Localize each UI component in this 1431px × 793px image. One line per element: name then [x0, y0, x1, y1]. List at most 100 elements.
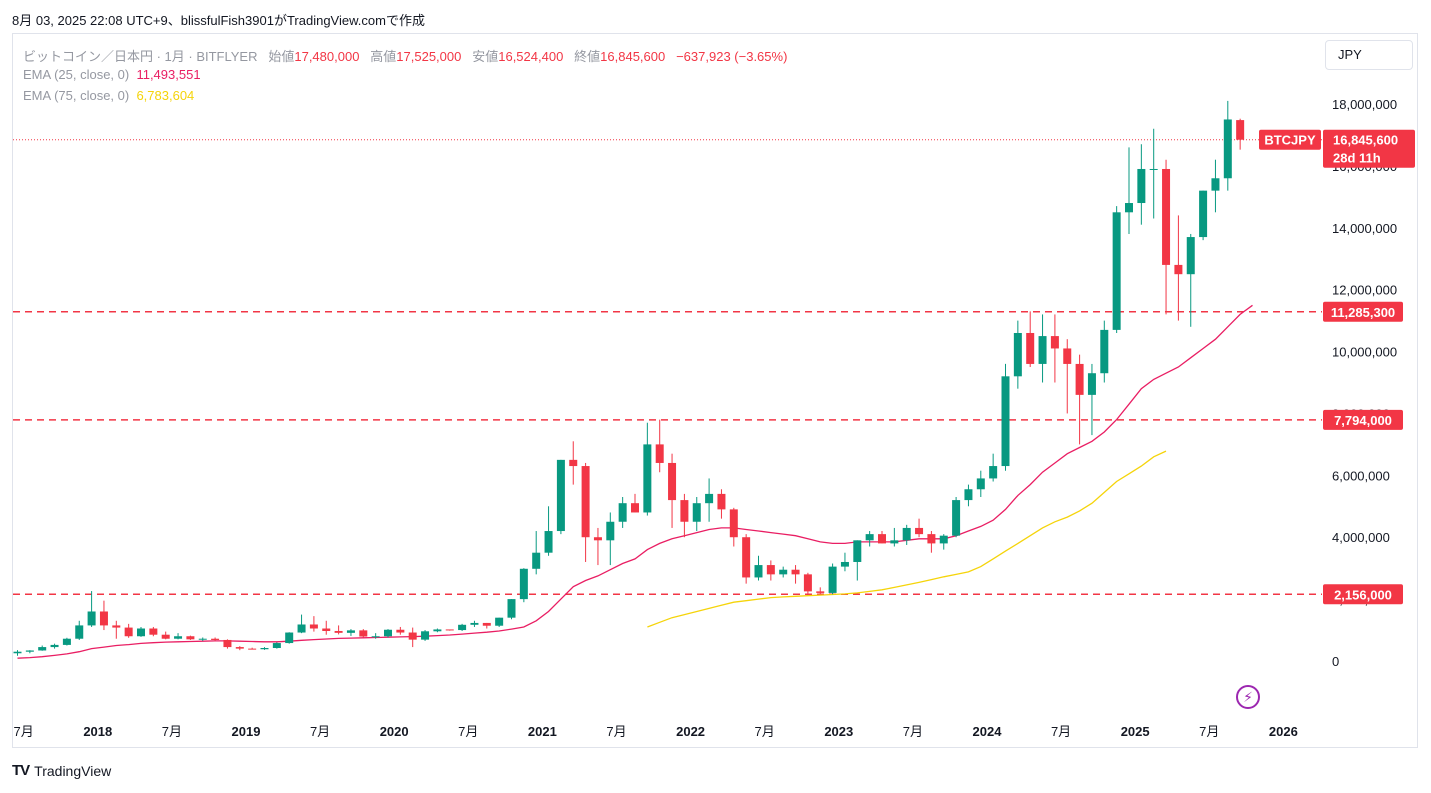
candle-body: [1001, 376, 1010, 467]
price-tag: [1323, 129, 1415, 168]
candle-body: [13, 651, 22, 654]
candle: [742, 534, 751, 584]
candle-body: [606, 521, 615, 541]
candle-body: [840, 561, 849, 567]
candle: [1137, 144, 1146, 225]
candle-body: [668, 462, 677, 501]
currency-button[interactable]: JPY: [1325, 40, 1413, 70]
candle: [309, 616, 318, 632]
legend-ema25-row[interactable]: EMA (25, close, 0) 11,493,551: [23, 67, 201, 82]
candle-body: [235, 647, 244, 649]
chart-frame[interactable]: [12, 33, 1418, 748]
candle-body: [976, 478, 985, 490]
candle: [1075, 354, 1084, 445]
candle-body: [729, 509, 738, 538]
candle: [211, 637, 220, 641]
candle: [816, 587, 825, 595]
candle: [939, 534, 948, 550]
candle-body: [408, 632, 417, 640]
candle-body: [124, 627, 133, 637]
legend-symbol[interactable]: ビットコイン／日本円 · 1月 · BITFLYER: [23, 49, 258, 64]
candle-body: [1087, 373, 1096, 395]
candle: [556, 459, 565, 535]
candle: [593, 527, 602, 566]
candle: [569, 441, 578, 485]
candle: [99, 600, 108, 631]
candle-body: [1063, 348, 1072, 364]
candle: [235, 646, 244, 651]
candle: [223, 639, 232, 649]
candle: [1199, 190, 1208, 241]
candle: [853, 540, 862, 581]
candle-body: [211, 638, 220, 640]
y-tick-label: 18,000,000: [1332, 97, 1397, 112]
candle: [346, 629, 355, 636]
legend-close-label: 終値: [574, 49, 601, 64]
candle: [1013, 320, 1022, 389]
candle-body: [1075, 363, 1084, 395]
candle-body: [433, 629, 442, 632]
candle: [495, 617, 504, 627]
level-tag: [1323, 301, 1403, 322]
candle-body: [482, 622, 491, 626]
candle: [1125, 147, 1133, 234]
candle: [1100, 320, 1109, 383]
candle: [137, 626, 145, 637]
y-tick-label: 4,000,000: [1332, 530, 1390, 545]
candle-body: [174, 636, 183, 639]
candle-body: [470, 622, 479, 625]
candle: [445, 629, 454, 631]
candle-body: [346, 630, 355, 633]
candle: [334, 625, 343, 635]
candle: [791, 565, 800, 584]
legend-ema75-value: 6,783,604: [136, 88, 195, 103]
candle-body: [198, 638, 207, 640]
candle-body: [458, 624, 467, 631]
candle-body: [1100, 329, 1109, 374]
candle-body: [99, 611, 108, 626]
candle-body: [902, 527, 911, 541]
level-tag-label: 7,794,000: [1334, 413, 1392, 428]
candle-body: [1013, 332, 1022, 377]
candle: [482, 622, 491, 629]
price-tag-countdown: 28d 11h: [1333, 151, 1381, 166]
candle-body: [1026, 332, 1035, 364]
candle: [198, 637, 207, 641]
legend-open-label: 始値: [268, 49, 295, 64]
candle: [655, 419, 664, 473]
candle: [285, 632, 294, 644]
y-tick-label: 12,000,000: [1332, 283, 1397, 298]
tradingview-logo-icon: TV: [12, 762, 30, 779]
legend-ema75-row[interactable]: EMA (75, close, 0) 6,783,604: [23, 88, 194, 103]
candle-body: [816, 591, 825, 593]
candle-body: [544, 531, 553, 553]
candle: [62, 637, 71, 646]
candle-body: [791, 569, 800, 575]
candle-body: [631, 503, 639, 513]
legend-open: 17,480,000: [294, 49, 360, 64]
candle: [75, 620, 84, 640]
candle: [149, 626, 158, 637]
candle-body: [285, 632, 294, 644]
candle-body: [297, 624, 306, 633]
candle-body: [75, 625, 84, 639]
x-tick-label: 2020: [380, 724, 409, 739]
candle: [186, 635, 195, 640]
candle-body: [38, 647, 47, 651]
candle: [161, 631, 170, 640]
candle-body: [322, 628, 331, 631]
candle-body: [939, 535, 948, 544]
candle: [692, 496, 701, 532]
candle: [915, 518, 924, 538]
candle: [421, 630, 430, 641]
candle: [890, 527, 899, 547]
candle: [989, 453, 998, 482]
lightning-icon[interactable]: ⚡: [1236, 685, 1260, 709]
candle-body: [1236, 120, 1245, 140]
candle: [705, 478, 714, 522]
candle: [1038, 314, 1047, 383]
candle: [1112, 206, 1121, 333]
x-tick-label: 7月: [458, 724, 478, 739]
price-axis: 02,000,0004,000,0006,000,0008,000,00010,…: [1332, 97, 1397, 669]
